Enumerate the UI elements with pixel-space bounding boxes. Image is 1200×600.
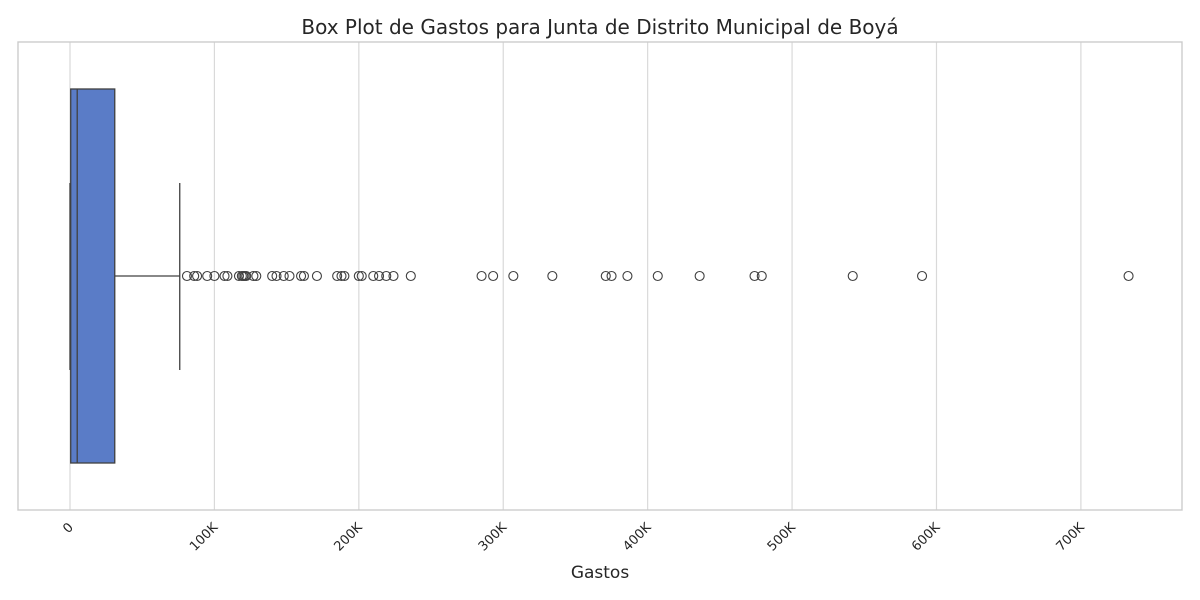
outlier-point <box>749 270 760 282</box>
x-axis-label: Gastos <box>571 563 630 583</box>
outlier-point <box>271 270 282 282</box>
outlier-point <box>251 270 262 282</box>
outlier-point <box>476 270 487 282</box>
outlier-point <box>606 270 617 282</box>
outlier-point <box>219 270 230 282</box>
outlier-point <box>652 270 663 282</box>
outlier-point <box>368 270 379 282</box>
outlier-point <box>336 270 347 282</box>
outlier-point <box>622 270 633 282</box>
interquartile-box <box>70 88 116 464</box>
outliers <box>181 270 1134 282</box>
outlier-point <box>189 270 200 282</box>
outlier-point <box>332 270 343 282</box>
outlier-point <box>296 270 307 282</box>
outlier-point <box>209 270 220 282</box>
outlier-point <box>1123 270 1134 282</box>
outlier-point <box>694 270 705 282</box>
outlier-point <box>388 270 399 282</box>
outlier-point <box>202 270 213 282</box>
x-tick-label: 700K <box>1054 520 1089 555</box>
outlier-point <box>278 270 289 282</box>
x-tick-label: 600K <box>909 520 944 555</box>
outlier-point <box>847 270 858 282</box>
chart-title: Box Plot de Gastos para Junta de Distrit… <box>301 15 898 39</box>
outlier-point <box>405 270 416 282</box>
outlier-point <box>181 270 193 282</box>
outlier-point <box>381 270 392 282</box>
x-tick-label: 100K <box>187 520 222 555</box>
outlier-point <box>547 270 558 282</box>
x-tick-labels: 0 100K 200K 300K 400K 500K 600K 700K <box>60 520 1088 555</box>
box-plot <box>69 88 181 464</box>
grid-lines <box>69 42 1082 510</box>
outlier-point <box>233 270 245 282</box>
outlier-point <box>600 270 611 282</box>
x-tick-label: 300K <box>476 520 511 555</box>
outlier-point <box>488 270 499 282</box>
outlier-point <box>284 270 295 282</box>
outlier-point <box>267 270 278 282</box>
outlier-point <box>222 270 233 282</box>
x-tick-label: 0 <box>60 520 76 536</box>
outlier-point <box>241 270 252 282</box>
x-tick-label: 500K <box>765 520 800 555</box>
outlier-point <box>353 270 364 282</box>
x-tick-label: 400K <box>620 520 655 555</box>
outlier-point <box>192 270 203 282</box>
x-tick-label: 200K <box>331 520 366 555</box>
plot-frame <box>17 41 1183 511</box>
outlier-point <box>298 270 309 282</box>
outlier-point <box>756 270 767 282</box>
outlier-point <box>248 270 259 282</box>
outlier-point <box>373 270 385 282</box>
outlier-point <box>339 270 350 282</box>
outlier-point <box>508 270 519 282</box>
outlier-point <box>311 270 322 282</box>
outlier-point <box>916 270 928 282</box>
outlier-point <box>356 270 367 282</box>
